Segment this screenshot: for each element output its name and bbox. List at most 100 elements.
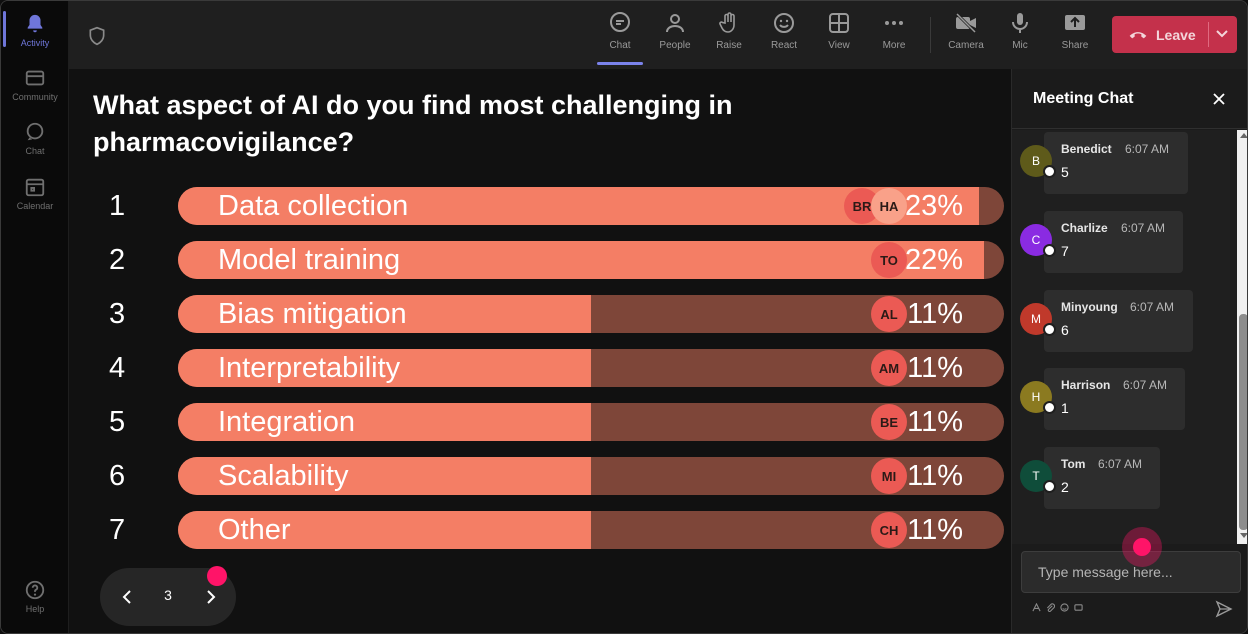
rail-active-indicator — [3, 11, 6, 47]
option-number: 2 — [109, 244, 126, 276]
send-icon[interactable] — [1215, 600, 1233, 618]
poll-option[interactable]: 6 Scalability MI 11% — [69, 457, 1011, 495]
poll-option[interactable]: 2 Model training TO 22% — [69, 241, 1011, 279]
toolbar-button-label: Raise — [716, 40, 742, 51]
toolbar-mic-button[interactable]: Mic — [995, 11, 1045, 51]
leave-button[interactable]: Leave — [1112, 16, 1237, 53]
mic-icon — [1012, 13, 1028, 33]
page-number: 3 — [164, 587, 172, 603]
poll-option[interactable]: 4 Interpretability AM 11% — [69, 349, 1011, 387]
toolbar-button-label: People — [659, 40, 691, 51]
shield-icon[interactable] — [87, 25, 107, 47]
toolbar-button-label: Share — [1061, 40, 1089, 51]
chevron-down-icon[interactable] — [1215, 27, 1229, 41]
message-text: 7 — [1061, 243, 1069, 259]
option-number: 5 — [109, 406, 126, 438]
toolbar-button-label: More — [882, 40, 906, 51]
scrollbar-thumb[interactable] — [1239, 314, 1247, 530]
rail-item-help[interactable]: Help — [1, 579, 69, 614]
option-number: 4 — [109, 352, 126, 384]
rail-item-label: Community — [12, 92, 58, 102]
message-text: 1 — [1061, 400, 1069, 416]
poll-option[interactable]: 7 Other CH 11% — [69, 511, 1011, 549]
chat-message-list[interactable]: Benedict 6:07 AM 5 B Charlize 6:07 AM 7 C Minyou… — [1012, 130, 1237, 544]
poll-option[interactable]: 5 Integration BE 11% — [69, 403, 1011, 441]
share-icon — [1065, 15, 1085, 30]
toolbar-view-button[interactable]: View — [814, 11, 864, 51]
avatar[interactable]: T — [1020, 460, 1052, 492]
poll-area: What aspect of AI do you find most chall… — [69, 69, 1011, 633]
message-input[interactable] — [1022, 552, 1240, 592]
message-time: 6:07 AM — [1130, 300, 1175, 314]
calendar-icon — [25, 178, 45, 197]
toolbar-chat-button[interactable]: Chat — [595, 11, 645, 65]
toolbar-people-button[interactable]: People — [650, 11, 700, 51]
close-icon[interactable] — [1211, 91, 1227, 107]
gif-icon[interactable] — [1074, 603, 1083, 612]
chat-message[interactable]: Tom 6:07 AM 2 T — [1020, 447, 1230, 511]
pointer-indicator — [1122, 527, 1162, 567]
scroll-up-icon[interactable] — [1240, 133, 1247, 138]
chat-header: Meeting Chat — [1012, 69, 1247, 129]
chevron-right-icon[interactable] — [201, 587, 221, 607]
message-text: 2 — [1061, 479, 1069, 495]
message-bubble: Harrison 6:07 AM 1 — [1044, 368, 1185, 430]
message-text: 5 — [1061, 164, 1069, 180]
chat-message[interactable]: Harrison 6:07 AM 1 H — [1020, 368, 1230, 432]
leave-label: Leave — [1156, 26, 1196, 43]
chat-message[interactable]: Minyoung 6:07 AM 6 M — [1020, 290, 1230, 354]
option-percentage: 11% — [907, 352, 963, 384]
rail-item-community[interactable]: Community — [1, 67, 69, 102]
presence-status — [1043, 480, 1056, 493]
toolbar-more-button[interactable]: More — [869, 11, 919, 51]
option-number: 6 — [109, 460, 126, 492]
bell-icon — [27, 14, 43, 33]
option-bar-track — [178, 295, 1004, 333]
voter-avatar: CH — [871, 512, 907, 548]
rail-item-label: Activity — [20, 38, 50, 48]
rail-item-label: Calendar — [16, 201, 54, 211]
voter-avatar: MI — [871, 458, 907, 494]
option-bar-fill — [178, 241, 984, 279]
toolbar-divider — [930, 17, 931, 53]
option-bar-fill — [178, 457, 591, 495]
option-percentage: 11% — [907, 406, 963, 438]
sender-name: Tom — [1061, 457, 1086, 471]
option-bar-fill — [178, 349, 591, 387]
leave-divider — [1208, 22, 1209, 47]
rail-item-calendar[interactable]: Calendar — [1, 176, 69, 211]
poll-option[interactable]: 3 Bias mitigation AL 11% — [69, 295, 1011, 333]
rail-item-activity[interactable]: Activity — [1, 13, 69, 48]
option-bar-track — [178, 511, 1004, 549]
emoji-icon[interactable] — [1060, 603, 1069, 612]
smiley-icon — [774, 13, 794, 33]
compose-tools — [1032, 603, 1083, 612]
message-bubble: Charlize 6:07 AM 7 — [1044, 211, 1183, 273]
poll-question: What aspect of AI do you find most chall… — [93, 90, 733, 157]
scroll-down-icon[interactable] — [1240, 533, 1247, 538]
presence-status — [1043, 244, 1056, 257]
option-bar-track — [178, 403, 1004, 441]
presence-status — [1043, 323, 1056, 336]
toolbar-share-button[interactable]: Share — [1050, 11, 1100, 51]
toolbar-camera-button[interactable]: Camera — [941, 11, 991, 51]
chat-message[interactable]: Benedict 6:07 AM 5 B — [1020, 132, 1230, 196]
attach-icon[interactable] — [1046, 603, 1055, 612]
rail-item-label: Chat — [25, 146, 45, 156]
chat-icon — [610, 12, 630, 32]
option-percentage: 22% — [904, 244, 963, 276]
voter-avatar: HA — [871, 188, 907, 224]
toolbar-raise-button[interactable]: Raise — [704, 11, 754, 51]
toolbar-react-button[interactable]: React — [759, 11, 809, 51]
chat-scrollbar[interactable] — [1237, 130, 1247, 544]
poll-option[interactable]: 1 Data collection BR HA 23% — [69, 187, 1011, 225]
rail-item-chat[interactable]: Chat — [1, 121, 69, 156]
option-label: Other — [218, 514, 291, 546]
message-bubble: Minyoung 6:07 AM 6 — [1044, 290, 1193, 352]
format-icon[interactable] — [1032, 603, 1041, 612]
chevron-left-icon[interactable] — [117, 587, 137, 607]
option-number: 1 — [109, 190, 126, 222]
chat-message[interactable]: Charlize 6:07 AM 7 C — [1020, 211, 1230, 275]
notification-dot — [207, 566, 227, 586]
message-time: 6:07 AM — [1125, 142, 1170, 156]
